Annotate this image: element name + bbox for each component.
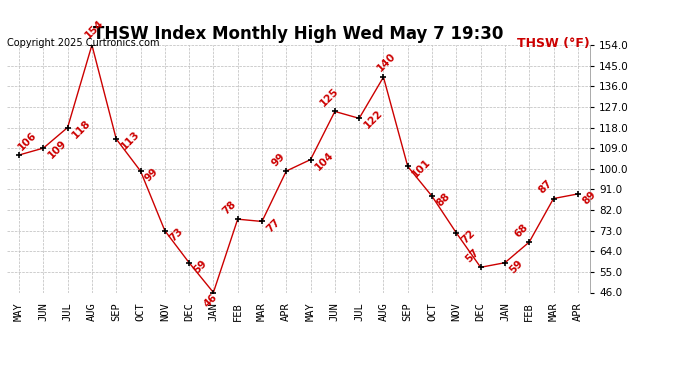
Text: 68: 68 [513,222,530,239]
Text: 89: 89 [580,189,598,207]
Text: 106: 106 [17,130,39,152]
Text: 57: 57 [464,247,482,264]
Text: 125: 125 [318,86,341,109]
Text: 78: 78 [221,199,239,216]
Text: 109: 109 [46,138,68,160]
Text: 59: 59 [192,258,209,275]
Text: 88: 88 [435,191,452,209]
Text: 154: 154 [83,18,106,41]
Title: THSW Index Monthly High Wed May 7 19:30: THSW Index Monthly High Wed May 7 19:30 [93,26,504,44]
Text: 113: 113 [119,129,141,152]
Text: 104: 104 [313,150,336,172]
Text: 140: 140 [375,50,397,73]
Text: 77: 77 [265,216,282,234]
Text: 59: 59 [508,258,525,275]
Text: 99: 99 [144,166,161,183]
Text: Copyright 2025 Curtronics.com: Copyright 2025 Curtronics.com [7,38,159,48]
Text: THSW (°F): THSW (°F) [517,38,589,51]
Text: 87: 87 [537,178,554,196]
Text: 46: 46 [202,292,219,309]
Text: 72: 72 [459,228,477,245]
Text: 101: 101 [411,156,433,179]
Text: 122: 122 [362,108,384,131]
Text: 118: 118 [70,117,93,140]
Text: 99: 99 [270,151,287,168]
Text: 73: 73 [168,226,185,243]
